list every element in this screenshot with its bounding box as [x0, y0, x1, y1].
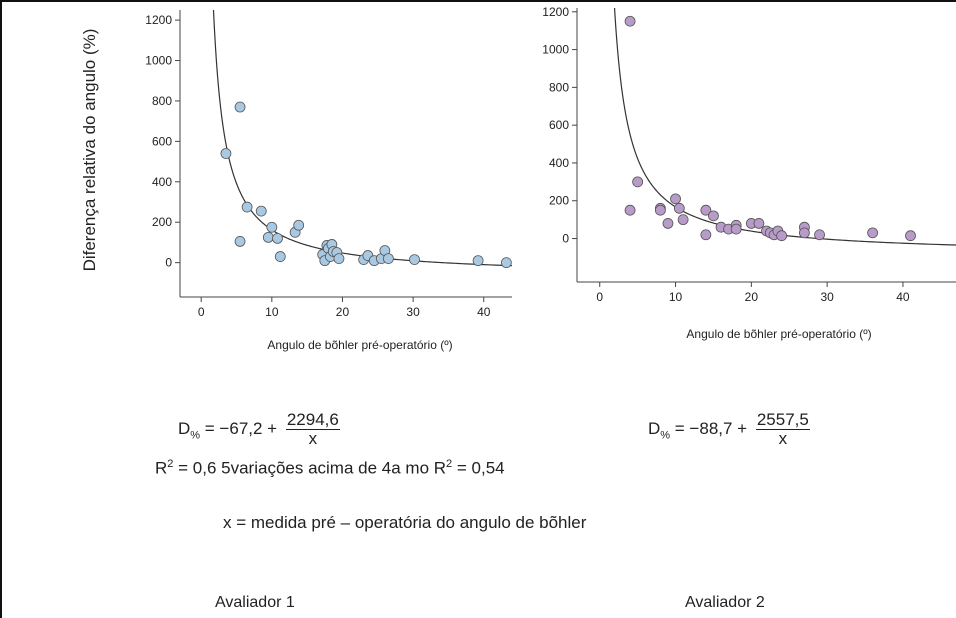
- data-point-1: [333, 253, 345, 264]
- data-point-2: [700, 229, 712, 241]
- data-point-2: [905, 230, 916, 242]
- data-point-2: [753, 218, 765, 229]
- caption-avaliador-2: Avaliador 2: [685, 594, 765, 611]
- data-point-2: [673, 202, 685, 214]
- data-point-2: [867, 227, 879, 239]
- r2-symbol: R: [155, 458, 168, 478]
- formula1-fraction: 2294,6 x: [285, 410, 340, 448]
- formula2-numerator: 2557,5: [755, 410, 810, 430]
- data-point-2: [670, 193, 681, 205]
- x-tick-label-1: 20: [336, 305, 350, 319]
- r-squared-line: R2 = 0,6 5variações acima de 4a mo R2 = …: [155, 458, 505, 479]
- data-point-2: [654, 204, 666, 216]
- data-point-2: [677, 214, 689, 226]
- x-tick-label-1: 40: [477, 305, 491, 319]
- formula1-sub: %: [190, 429, 201, 442]
- y-tick-label-2: 200: [549, 194, 569, 208]
- x-tick-label-1: 30: [406, 305, 420, 319]
- x-tick-label-2: 40: [896, 290, 910, 304]
- formula1-eq: = −67,2 +: [200, 418, 282, 438]
- formula2-sub: %: [660, 429, 671, 442]
- data-point-1: [266, 221, 278, 233]
- x-definition: x = medida pré – operatória do angulo de…: [223, 513, 587, 532]
- data-point-1: [500, 257, 512, 269]
- y-tick-label-2: 1000: [542, 43, 569, 57]
- data-point-1: [241, 201, 253, 213]
- data-point-2: [730, 223, 742, 235]
- y-tick-label-1: 800: [152, 94, 172, 108]
- scatter-chart-avaliador-1: 0 200 400 600 800 1000 1200 0 10 20 30 40 Angulo de…: [80, 9, 513, 352]
- x-tick-label-2: 0: [596, 290, 603, 304]
- formula-avaliador-2: D% = −88,7 + 2557,5 x: [648, 411, 810, 448]
- formula2-denominator: x: [778, 429, 788, 448]
- data-point-1: [274, 251, 286, 262]
- y-axis-label-1: Diferença relativa do angulo (%): [80, 29, 99, 272]
- x-tick-label-1: 10: [265, 305, 279, 319]
- y-tick-label-1: 1000: [145, 54, 172, 68]
- fit-curve-2: [613, 7, 956, 246]
- data-point-2: [700, 204, 712, 216]
- data-point-1: [220, 148, 232, 159]
- data-point-2: [632, 176, 644, 188]
- formula1-lhs: D: [178, 418, 191, 438]
- fit-curve-1: [212, 9, 513, 267]
- formula1-denominator: x: [308, 429, 318, 448]
- y-tick-label-2: 0: [562, 232, 569, 246]
- y-tick-label-2: 600: [549, 118, 569, 132]
- y-tick-label-2: 1200: [542, 5, 569, 19]
- data-point-2: [776, 230, 788, 242]
- data-point-2: [624, 15, 636, 27]
- formula1-numerator: 2294,6: [285, 410, 340, 430]
- x-tick-label-2: 10: [669, 290, 683, 304]
- data-point-2: [662, 218, 674, 229]
- y-tick-label-1: 400: [152, 175, 172, 189]
- x-tick-label-2: 20: [745, 290, 759, 304]
- data-point-1: [472, 255, 484, 267]
- y-tick-label-2: 800: [549, 80, 569, 94]
- formula-avaliador-1: D% = −67,2 + 2294,6 x: [178, 411, 340, 448]
- x-tick-label-2: 30: [820, 290, 834, 304]
- frame-top-border: [0, 0, 956, 2]
- data-point-1: [234, 236, 246, 247]
- r2-text: = 0,6 5variações acima de 4a mo R: [173, 458, 447, 478]
- data-point-1: [234, 101, 246, 113]
- data-point-2: [798, 227, 810, 239]
- data-point-1: [255, 205, 267, 217]
- formula2-fraction: 2557,5 x: [755, 410, 810, 448]
- x-axis-label-1: Angulo de bõhler pré-operatório (º): [267, 338, 452, 352]
- data-point-1: [293, 219, 305, 231]
- r2-value-2: = 0,54: [452, 458, 505, 478]
- y-tick-label-1: 600: [152, 134, 172, 148]
- data-point-1: [272, 232, 283, 244]
- formula2-lhs: D: [648, 418, 661, 438]
- r2-superscript-2: 2: [446, 458, 453, 470]
- x-axis-label-2: Angulo de bõhler pré-operatório (º): [686, 327, 871, 341]
- formula2-eq: = −88,7 +: [670, 418, 752, 438]
- scatter-chart-avaliador-2: 0 200 400 600 800 1000 1200 0 10 20 30 40 Angulo de…: [542, 5, 956, 341]
- y-tick-label-1: 1200: [145, 13, 172, 27]
- y-tick-label-1: 0: [165, 256, 172, 270]
- y-tick-label-1: 200: [152, 215, 172, 229]
- caption-avaliador-1: Avaliador 1: [215, 594, 295, 611]
- r2-superscript: 2: [167, 458, 174, 470]
- data-point-1: [409, 254, 420, 266]
- frame-left-border: [0, 0, 2, 618]
- data-point-2: [708, 210, 719, 222]
- y-tick-label-2: 400: [549, 156, 569, 170]
- data-point-2: [814, 229, 825, 241]
- data-point-2: [624, 204, 636, 216]
- x-tick-label-1: 0: [198, 305, 205, 319]
- data-point-1: [262, 231, 274, 243]
- data-point-1: [382, 253, 394, 264]
